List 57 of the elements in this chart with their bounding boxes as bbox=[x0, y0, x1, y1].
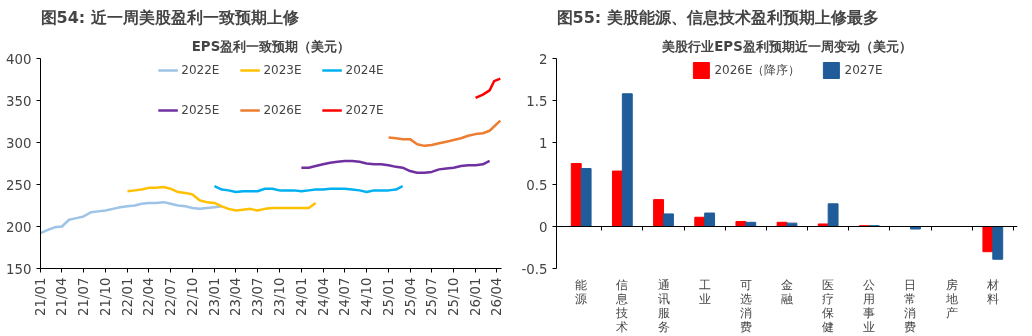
y-tick-label: 1 bbox=[539, 135, 548, 151]
x-tick-label: 22/07 bbox=[163, 277, 179, 316]
x-tick-label: 21/07 bbox=[76, 277, 92, 316]
x-tick-label: 能源 bbox=[575, 277, 588, 306]
x-tick-label: 房地产 bbox=[944, 277, 958, 320]
x-tick-label: 24/10 bbox=[359, 277, 375, 316]
y-tick-label: 0 bbox=[539, 219, 548, 235]
y-tick-label: -0.5 bbox=[521, 261, 548, 277]
legend-label: 2027E bbox=[844, 63, 883, 77]
x-tick-label: 25/04 bbox=[402, 277, 418, 316]
y-tick-label: 0.5 bbox=[526, 177, 548, 193]
x-tick-label: 23/10 bbox=[271, 277, 287, 316]
y-tick-label: 400 bbox=[6, 51, 32, 67]
y-tick-label: 300 bbox=[6, 135, 32, 151]
x-tick-label: 24/01 bbox=[293, 277, 309, 316]
y-tick-label: 200 bbox=[6, 219, 32, 235]
chart-subtitle: 美股行业EPS盈利预期近一周变动（美元） bbox=[661, 38, 912, 54]
x-tick-label: 26/04 bbox=[489, 277, 505, 316]
x-tick-label: 日常消费 bbox=[904, 277, 917, 334]
x-tick-label: 25/01 bbox=[381, 277, 397, 316]
x-tick-label: 医疗保健 bbox=[822, 277, 835, 334]
x-tick-label: 24/04 bbox=[315, 277, 331, 316]
x-tick-label: 25/10 bbox=[446, 277, 462, 316]
x-tick-label: 21/01 bbox=[33, 277, 48, 316]
y-tick-label: 150 bbox=[6, 261, 32, 277]
x-tick-label: 23/07 bbox=[250, 277, 266, 316]
x-tick-label: 公用事业 bbox=[863, 277, 876, 334]
x-tick-label: 21/10 bbox=[98, 277, 114, 316]
x-tick-label: 25/07 bbox=[424, 277, 440, 316]
x-tick-label: 22/04 bbox=[141, 277, 157, 316]
x-tick-label: 可选消费 bbox=[739, 277, 752, 334]
x-tick-label: 21/04 bbox=[54, 277, 70, 316]
x-tick-label: 材料 bbox=[985, 277, 999, 306]
y-tick-label: 1.5 bbox=[526, 93, 548, 109]
x-tick-label: 22/10 bbox=[185, 277, 200, 316]
y-tick-label: 250 bbox=[6, 177, 32, 193]
legend-label: 2026E（降序） bbox=[714, 61, 801, 79]
chart-title: 图55: 美股能源、信息技术盈利预期上修最多 bbox=[556, 7, 879, 27]
chart-subtitle: EPS盈利一致预期（美元） bbox=[191, 38, 351, 54]
legend-label: 2023E bbox=[263, 63, 302, 77]
y-tick-label: 2 bbox=[539, 51, 548, 67]
x-tick-label: 信息技术 bbox=[615, 277, 629, 334]
chart-title: 图54: 近一周美股盈利一致预期上修 bbox=[40, 7, 300, 27]
x-tick-label: 通讯服务 bbox=[657, 277, 670, 334]
x-tick-label: 工业 bbox=[698, 277, 711, 306]
x-tick-label: 金融 bbox=[781, 277, 793, 306]
x-tick-label: 24/07 bbox=[337, 277, 353, 316]
x-tick-label: 23/04 bbox=[228, 277, 244, 316]
legend-label: 2027E bbox=[345, 103, 384, 117]
x-tick-label: 23/01 bbox=[206, 277, 222, 316]
x-tick-label: 26/01 bbox=[468, 277, 484, 316]
legend-label: 2024E bbox=[345, 63, 384, 77]
x-tick-label: 22/01 bbox=[119, 277, 135, 316]
legend-label: 2022E bbox=[181, 63, 220, 77]
legend-label: 2026E bbox=[263, 103, 302, 117]
legend-label: 2025E bbox=[181, 103, 220, 117]
y-tick-label: 350 bbox=[6, 93, 32, 109]
